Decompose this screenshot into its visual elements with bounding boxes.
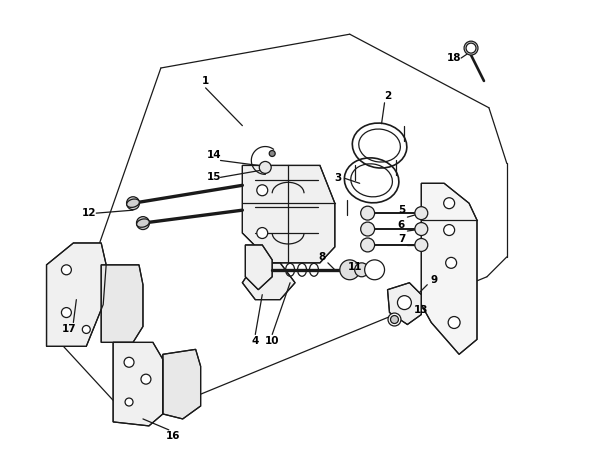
Text: 17: 17 xyxy=(62,324,76,334)
Text: 6: 6 xyxy=(398,220,405,230)
Circle shape xyxy=(340,260,360,280)
Text: 11: 11 xyxy=(348,262,362,272)
Circle shape xyxy=(444,225,455,236)
Circle shape xyxy=(360,222,375,236)
Text: 14: 14 xyxy=(207,151,222,161)
Circle shape xyxy=(269,151,275,156)
Polygon shape xyxy=(163,349,201,419)
Circle shape xyxy=(124,357,134,367)
Polygon shape xyxy=(101,265,143,342)
Circle shape xyxy=(257,228,267,238)
Polygon shape xyxy=(421,183,477,354)
Circle shape xyxy=(83,325,90,333)
Text: 7: 7 xyxy=(398,234,405,244)
Circle shape xyxy=(355,263,368,277)
Circle shape xyxy=(257,185,267,196)
Circle shape xyxy=(365,260,384,280)
Circle shape xyxy=(259,162,271,173)
Circle shape xyxy=(466,43,476,53)
Ellipse shape xyxy=(127,199,140,208)
Circle shape xyxy=(415,238,428,251)
Circle shape xyxy=(444,198,455,209)
Text: 1: 1 xyxy=(202,76,209,86)
Polygon shape xyxy=(47,243,106,346)
Circle shape xyxy=(61,265,72,275)
Circle shape xyxy=(360,206,375,220)
Text: 8: 8 xyxy=(318,252,326,262)
Polygon shape xyxy=(242,165,335,263)
Circle shape xyxy=(390,315,398,323)
Polygon shape xyxy=(387,283,421,324)
Text: 2: 2 xyxy=(384,91,391,101)
Polygon shape xyxy=(113,342,163,426)
Circle shape xyxy=(127,197,140,209)
Circle shape xyxy=(136,217,149,229)
Circle shape xyxy=(397,295,411,310)
Circle shape xyxy=(141,374,151,384)
Text: 16: 16 xyxy=(165,431,180,441)
Circle shape xyxy=(125,398,133,406)
Text: 18: 18 xyxy=(447,53,461,63)
Circle shape xyxy=(446,257,457,268)
Text: 13: 13 xyxy=(414,304,428,314)
Polygon shape xyxy=(245,245,272,290)
Text: 15: 15 xyxy=(207,172,222,182)
Ellipse shape xyxy=(136,219,149,227)
Text: 5: 5 xyxy=(398,205,405,215)
Circle shape xyxy=(61,308,72,317)
Text: 9: 9 xyxy=(431,275,438,285)
Polygon shape xyxy=(242,263,295,300)
Circle shape xyxy=(360,238,375,252)
Circle shape xyxy=(448,316,460,329)
Text: 10: 10 xyxy=(265,336,280,346)
Circle shape xyxy=(415,207,428,219)
Text: 3: 3 xyxy=(334,173,341,183)
Circle shape xyxy=(464,41,478,55)
Text: 4: 4 xyxy=(252,336,259,346)
Circle shape xyxy=(388,313,401,326)
Text: 12: 12 xyxy=(82,208,97,218)
Circle shape xyxy=(415,223,428,236)
